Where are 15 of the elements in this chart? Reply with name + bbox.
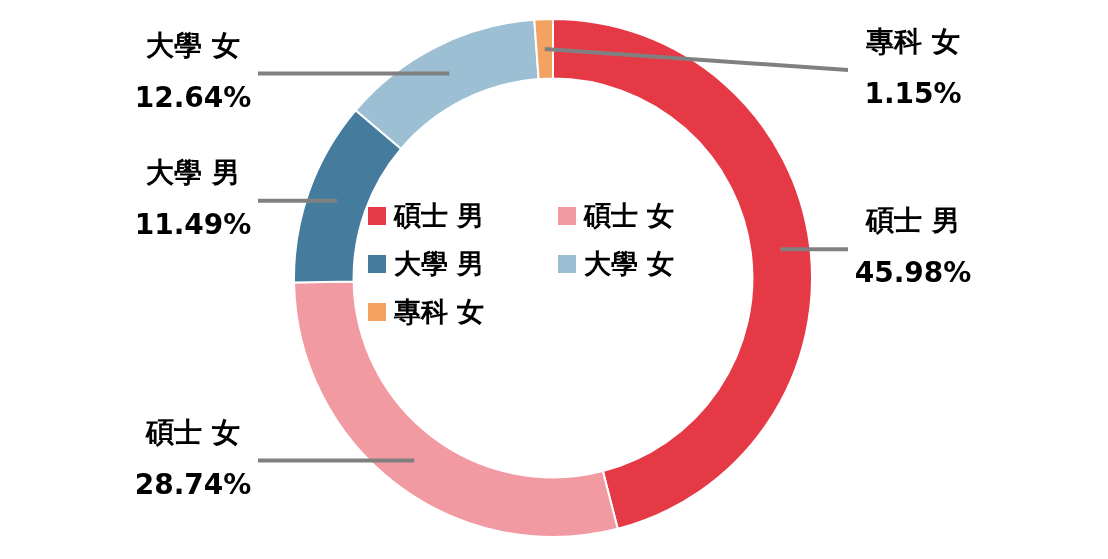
slice-label: 碩士 男 bbox=[865, 204, 960, 238]
legend-label: 碩士 男 bbox=[394, 199, 485, 233]
legend-label: 碩士 女 bbox=[584, 199, 675, 233]
data-label: 1.15% bbox=[864, 77, 962, 111]
legend-label: 大學 男 bbox=[394, 247, 485, 281]
data-label: 11.49% bbox=[134, 208, 252, 242]
slice-label: 大學 男 bbox=[146, 156, 240, 190]
slice-label: 專科 女 bbox=[865, 25, 960, 59]
data-label: 45.98% bbox=[854, 256, 972, 290]
data-label: 28.74% bbox=[134, 467, 252, 501]
legend-label: 專科 女 bbox=[394, 295, 485, 329]
slice-label: 碩士 女 bbox=[145, 415, 240, 449]
slice-label: 大學 女 bbox=[146, 28, 240, 62]
data-label: 12.64% bbox=[134, 80, 252, 114]
legend-label: 大學 女 bbox=[584, 247, 675, 281]
